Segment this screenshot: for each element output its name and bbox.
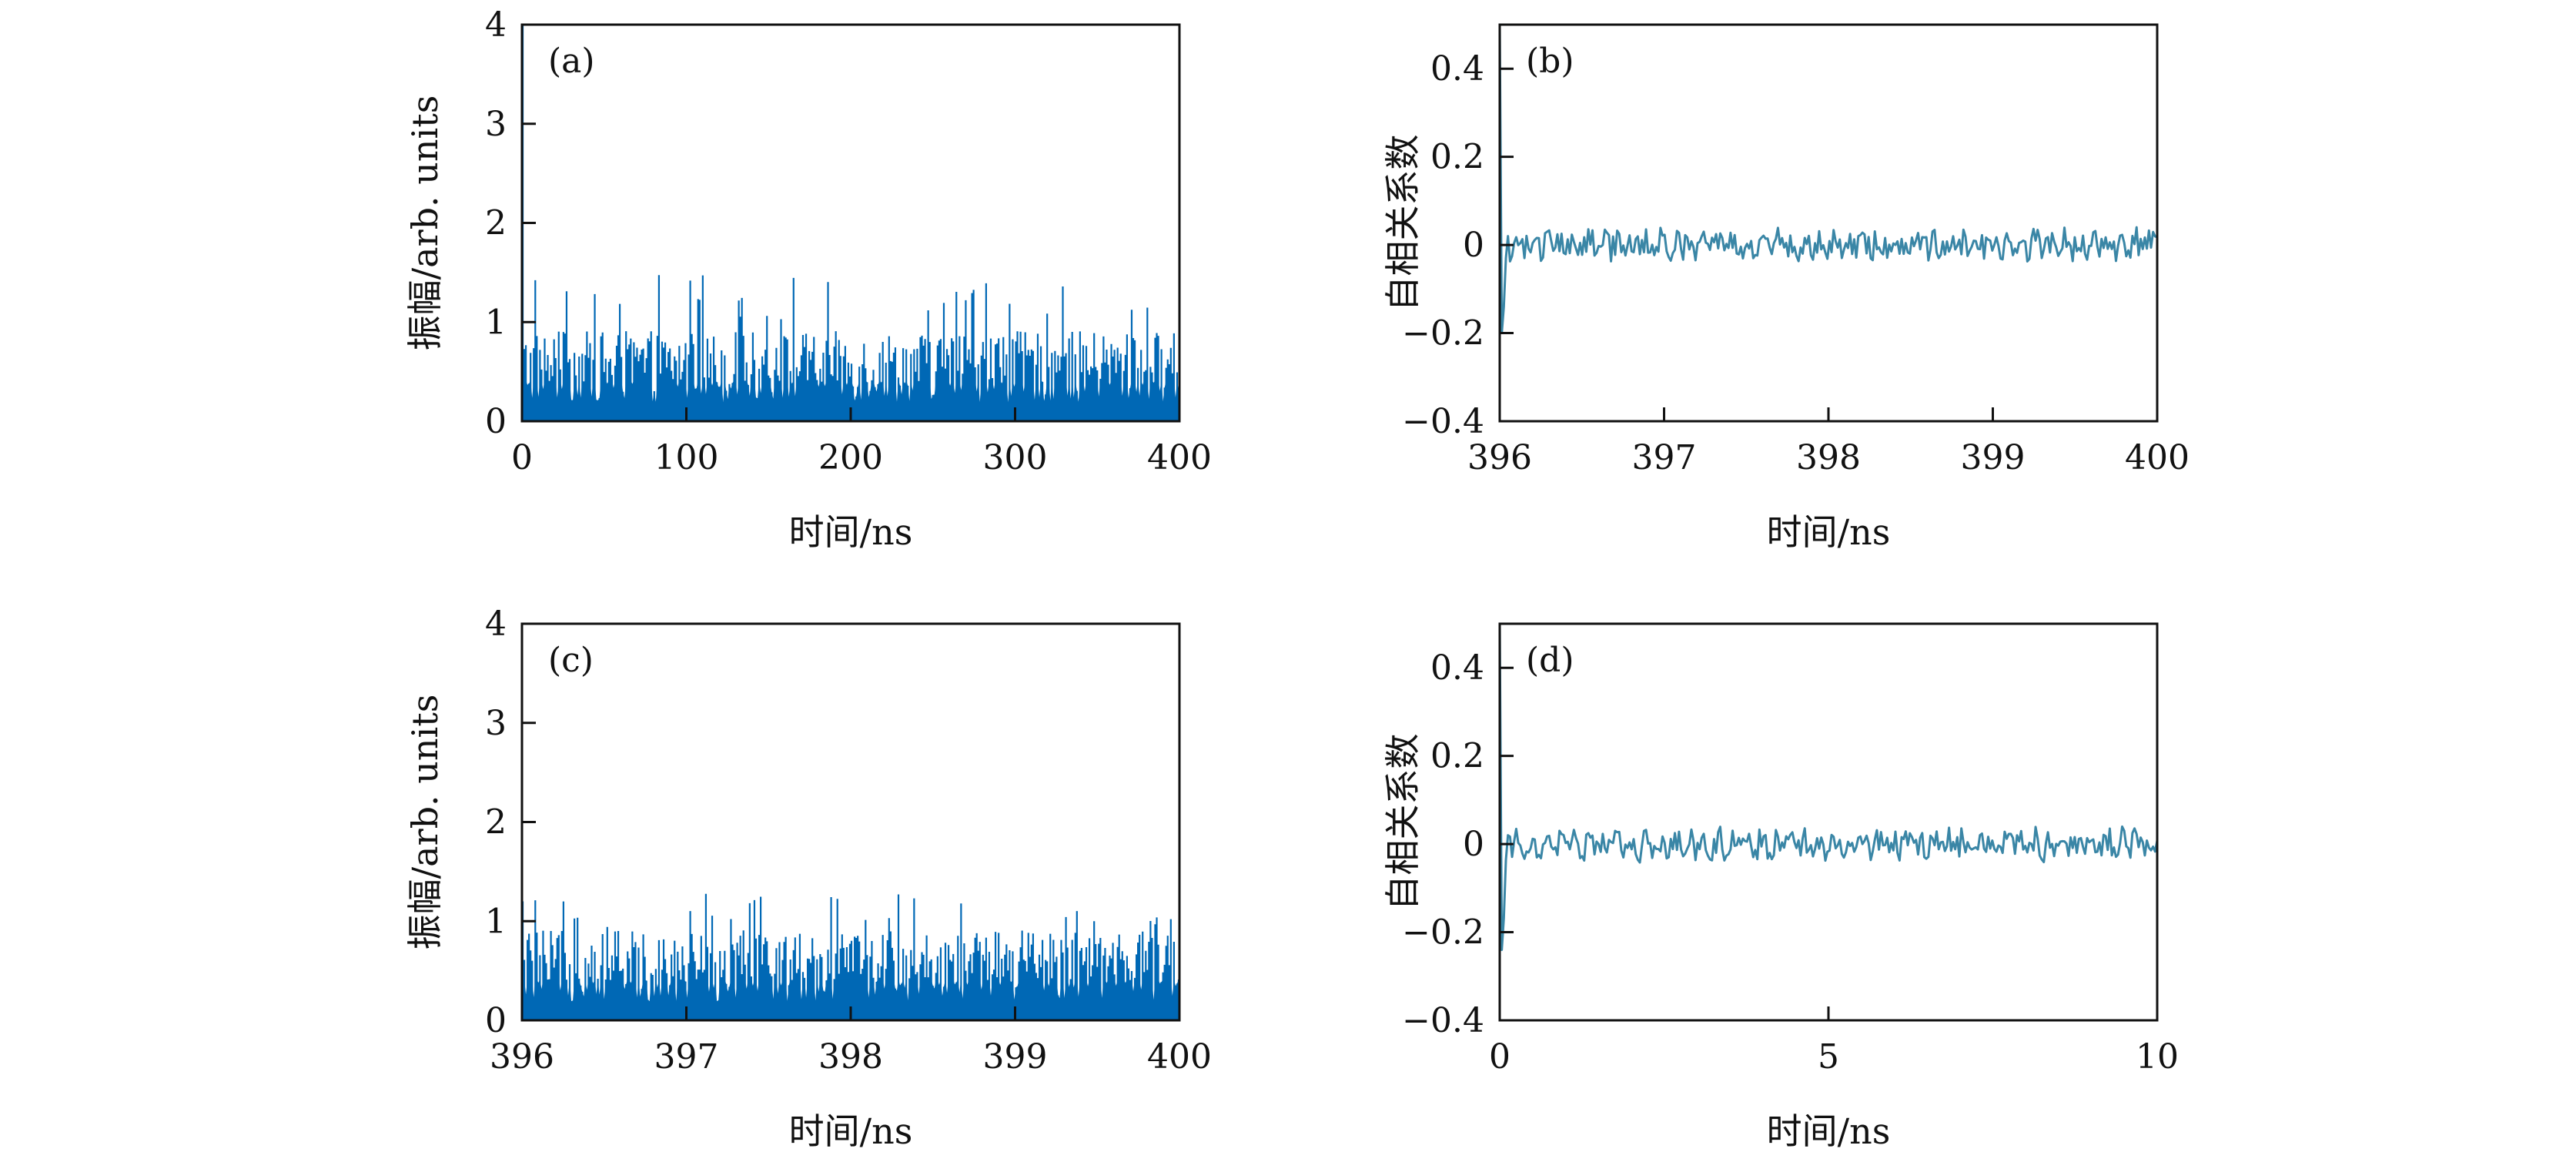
amplitude-bars-a [521,25,1180,421]
x-axis-label-d: 时间/ns [1767,1110,1891,1152]
y-tick-label-c: 4 [485,604,507,644]
x-tick-label-d: 5 [1818,1037,1839,1077]
y-axis-label-d: 自相关系数 [1382,734,1423,911]
y-tick-label-d: −0.2 [1402,913,1484,953]
panel-b: 396 397 398 399 400 −0.4 −0.2 0 0.2 0.4 (b) 时间/ns 自相… [1382,23,2190,553]
x-axis-label-a: 时间/ns [789,511,913,553]
x-tick-label-c: 396 [490,1037,554,1077]
y-tick-label-c: 3 [485,704,507,743]
autocorrelation-line-d [1498,623,2159,951]
y-axis-label-c: 振幅/arb. units [404,695,446,950]
y-tick-label-d: 0.4 [1430,648,1484,688]
panel-label-b: (b) [1526,42,1574,81]
x-tick-label-a: 400 [1147,438,1212,477]
panel-d: 0 5 10 −0.4 −0.2 0 0.2 0.4 (d) 时间/ns 自相关系数 [1382,622,2179,1152]
panel-label-a: (a) [548,42,595,81]
y-tick-label-b: 0.2 [1430,138,1484,177]
y-tick-label-d: −0.4 [1402,1001,1484,1040]
x-tick-label-a: 200 [818,438,883,477]
y-axis-label-b: 自相关系数 [1382,135,1423,312]
x-tick-label-b: 396 [1467,438,1532,477]
y-tick-label-b: 0.4 [1430,49,1484,89]
x-tick-label-b: 398 [1796,438,1861,477]
x-tick-label-a: 300 [983,438,1048,477]
x-tick-label-d: 10 [2136,1037,2179,1077]
plot-frame-d [1498,622,2159,1022]
y-tick-label-c: 2 [485,803,507,842]
y-tick-label-a: 0 [485,402,507,441]
y-tick-label-a: 1 [485,303,507,342]
panel-a: 0 100 200 300 400 0 1 2 3 4 (a) 时间/ns 振幅/arb. units [404,5,1212,553]
y-tick-label-a: 4 [485,5,507,45]
y-tick-label-c: 0 [485,1001,507,1040]
y-tick-label-b: −0.4 [1402,402,1484,441]
x-axis-label-b: 时间/ns [1767,511,1891,553]
x-tick-label-c: 400 [1147,1037,1212,1077]
y-tick-label-d: 0.2 [1430,737,1484,776]
y-tick-label-d: 0 [1463,825,1484,864]
panel-c: 396 397 398 399 400 0 1 2 3 4 (c) 时间/ns 振幅/arb. unit… [404,604,1212,1152]
x-tick-label-c: 399 [983,1037,1048,1077]
x-tick-label-a: 0 [511,438,533,477]
y-tick-label-c: 1 [485,902,507,941]
x-tick-label-b: 397 [1632,438,1697,477]
panel-label-d: (d) [1526,641,1574,680]
x-tick-label-a: 100 [654,438,719,477]
y-tick-label-a: 3 [485,105,507,144]
x-tick-label-b: 399 [1961,438,2026,477]
x-tick-label-c: 397 [654,1037,719,1077]
y-tick-label-b: 0 [1463,226,1484,265]
autocorrelation-line-b [1498,24,2158,335]
x-tick-label-c: 398 [818,1037,883,1077]
x-tick-label-d: 0 [1489,1037,1510,1077]
y-tick-label-a: 2 [485,204,507,243]
x-axis-label-c: 时间/ns [789,1110,913,1152]
y-axis-label-a: 振幅/arb. units [404,95,446,351]
x-tick-label-b: 400 [2125,438,2190,477]
plot-frame-b [1498,23,2159,423]
y-tick-label-b: −0.2 [1402,314,1484,353]
panel-label-c: (c) [548,641,594,680]
